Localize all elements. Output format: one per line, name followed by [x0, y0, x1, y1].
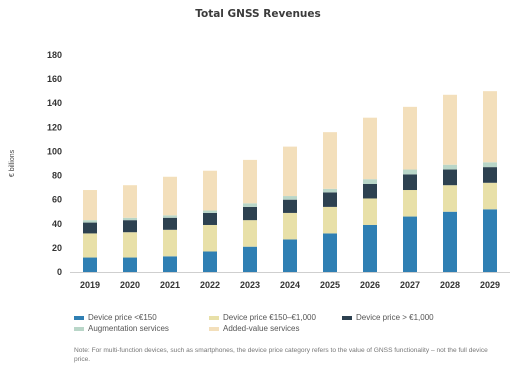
bar-segment — [283, 212, 297, 240]
x-tick-label: 2020 — [120, 280, 140, 290]
bar-segment — [123, 257, 137, 272]
x-tick-label: 2027 — [400, 280, 420, 290]
legend-item-2: Device price > €1,000 — [342, 313, 434, 322]
bar-segment — [203, 224, 217, 252]
bar-segment — [403, 174, 417, 191]
bar-segment — [83, 233, 97, 258]
bar-segment — [203, 170, 217, 211]
bar-segment — [443, 169, 457, 186]
bar-segment — [403, 190, 417, 217]
bar-segment — [123, 220, 137, 233]
bar-segment — [283, 199, 297, 213]
bar-segment — [323, 188, 337, 193]
bar-segment — [363, 179, 377, 184]
x-tick-label: 2025 — [320, 280, 340, 290]
x-tick-label: 2022 — [200, 280, 220, 290]
legend-label-1: Device price €150–€1,000 — [223, 313, 316, 322]
bar-segment — [243, 246, 257, 272]
x-tick-label: 2026 — [360, 280, 380, 290]
bar-segment — [363, 198, 377, 225]
bar-segment — [323, 192, 337, 207]
bar-segment — [123, 217, 137, 221]
legend-label-2: Device price > €1,000 — [356, 313, 434, 322]
bar-segment — [443, 94, 457, 165]
bar-segment — [123, 185, 137, 218]
chart-title: Total GNSS Revenues — [195, 8, 321, 20]
bar-segment — [163, 256, 177, 272]
bar-segment — [403, 169, 417, 175]
y-tick-label: 160 — [47, 74, 62, 84]
y-tick-label: 140 — [47, 98, 62, 108]
bar-segment — [243, 203, 257, 207]
bar-segment — [203, 251, 217, 272]
bar-segment — [483, 91, 497, 163]
bar-segment — [483, 209, 497, 272]
bar-segment — [443, 164, 457, 170]
x-tick-label: 2021 — [160, 280, 180, 290]
legend-swatch-1 — [209, 315, 219, 320]
bar-segment — [363, 183, 377, 199]
bar-segment — [83, 190, 97, 221]
bar-segment — [363, 224, 377, 272]
bar-segment — [323, 132, 337, 189]
legend-label-4: Added-value services — [223, 324, 300, 333]
x-tick-label: 2023 — [240, 280, 260, 290]
legend-item-4: Added-value services — [209, 324, 299, 333]
bar-segment — [83, 220, 97, 223]
bar-segment — [443, 185, 457, 212]
legend-label-3: Augmentation services — [88, 324, 169, 333]
bar-segment — [483, 182, 497, 210]
bar-segment — [163, 215, 177, 218]
bar-segment — [483, 167, 497, 183]
bar-segment — [403, 106, 417, 170]
bar-segment — [283, 146, 297, 197]
y-tick-label: 0 — [57, 267, 62, 277]
legend-item-3: Augmentation services — [74, 324, 169, 333]
y-tick-label: 40 — [52, 219, 62, 229]
x-tick-label: 2024 — [280, 280, 300, 290]
bar-segment — [83, 257, 97, 272]
y-tick-label: 60 — [52, 195, 62, 205]
legend-label-0: Device price <€150 — [88, 313, 157, 322]
bar-segment — [83, 222, 97, 234]
bar-segment — [443, 211, 457, 272]
bar-segment — [363, 117, 377, 180]
bar-segment — [123, 232, 137, 258]
bar-segment — [403, 216, 417, 272]
bar-segment — [203, 212, 217, 225]
bar-segment — [243, 206, 257, 221]
y-tick-label: 80 — [52, 171, 62, 181]
x-tick-label: 2029 — [480, 280, 500, 290]
bar-segment — [243, 220, 257, 247]
x-tick-label: 2028 — [440, 280, 460, 290]
bar-segment — [283, 196, 297, 200]
x-tick-label: 2019 — [80, 280, 100, 290]
legend-item-1: Device price €150–€1,000 — [209, 313, 316, 322]
bar-segment — [323, 206, 337, 234]
y-tick-label: 120 — [47, 122, 62, 132]
bar-segment — [203, 210, 217, 213]
legend-swatch-4 — [209, 326, 219, 331]
bar-segment — [323, 233, 337, 272]
bar-segment — [163, 217, 177, 230]
bar-segment — [243, 159, 257, 204]
legend-swatch-3 — [74, 326, 84, 331]
y-axis-label: € billions — [9, 149, 16, 177]
y-tick-label: 100 — [47, 146, 62, 156]
legend-swatch-2 — [342, 315, 352, 320]
bar-segment — [283, 239, 297, 272]
bar-segment — [483, 162, 497, 168]
chart-footnote: Note: For multi-function devices, such a… — [74, 347, 488, 363]
legend-swatch-0 — [74, 315, 84, 320]
y-tick-label: 20 — [52, 243, 62, 253]
y-tick-label: 180 — [47, 50, 62, 60]
bar-segment — [163, 229, 177, 257]
legend-item-0: Device price <€150 — [74, 313, 157, 322]
bar-segment — [163, 176, 177, 216]
